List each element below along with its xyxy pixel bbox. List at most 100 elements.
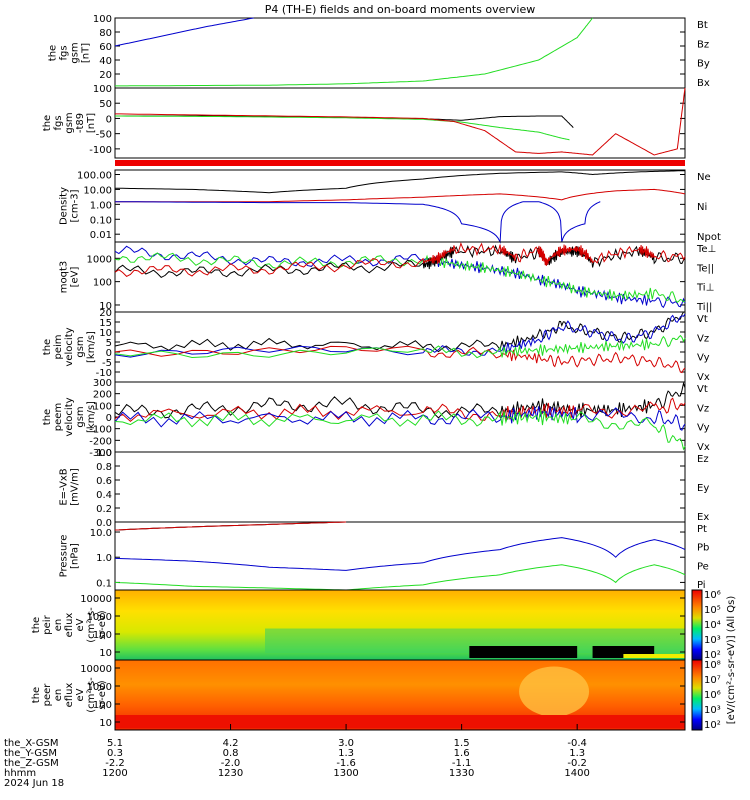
ylabel-line: gsm [75,336,86,357]
series-peim-1 [114,313,686,358]
panel-temp: 1000 100 10 moqt3 [eV] Te⊥ Te|| Ti⊥ Ti|| [59,241,716,313]
y-tick-label: 80 [99,28,112,39]
ylabel-line: en [53,689,64,702]
panel-efield: 1.0 0.8 0.6 0.4 0.2 0.0 E=-VxB [mV/m] Ez Ey Ex [59,448,710,529]
xaxis-row-value: 5.1 [107,738,123,749]
legend-pressure: Pi [697,580,706,591]
panel-pressure: 10.0 1.0 0.1 Pressure [nPa] Pt Pb Pe Pi [59,521,709,591]
xaxis-row-value: 0.3 [107,748,123,759]
y-tick-label: 100 [93,278,112,289]
legend-pressure: Pt [697,524,707,535]
series-peem-3 [114,409,686,451]
fgs_dsl-axes [114,87,686,159]
ylabel-line: [nPa] [70,543,81,569]
legend-peim: Vz [697,333,709,344]
y-tick-label: 10000 [80,664,112,675]
y-tick-label: 60 [99,42,112,53]
ylabel-line: sr-eV) [97,610,108,639]
y-tick-label: 10 [99,301,112,312]
series-peim-0 [114,311,685,353]
xaxis-row-value: 1.3 [338,748,354,759]
legend-temp: Te⊥ [696,244,716,255]
y-tick-label: 10.0 [90,528,112,539]
temp-ylabel: moqt3 [eV] [59,261,81,294]
peem-axes [114,381,686,453]
colorbar-tick: 10⁸ [704,660,721,671]
series-fgs-1 [115,17,593,87]
peir-colorbar [691,589,703,661]
colorbar-tick: 10² [704,720,721,731]
xaxis-row-label: the_Z-GSM [4,758,59,769]
xaxis-row-value: 1300 [333,768,358,779]
ylabel-line: velocity [64,397,75,436]
y-tick-label: 1000 [87,682,112,693]
xaxis-row-value: 1.5 [454,738,470,749]
ylabel-line: E=-VxB [59,468,70,505]
ylabel-line: Density [59,187,70,225]
ylabel-line: Pressure [59,535,70,578]
series-fgs_dsl-1 [115,115,570,141]
xaxis-row-value: -2.0 [221,758,241,769]
ylabel-line: fgs [53,115,64,130]
series-temp-2 [114,244,686,279]
y-tick-label: 0 [106,114,112,125]
legend-pressure: Pe [697,561,709,572]
y-tick-label: 100.00 [77,170,112,181]
ylabel-line: velocity [64,327,75,366]
y-tick-label: 5 [106,338,112,349]
peem-ylabel: the peem velocity gsm [km/s] [42,397,97,436]
legend-efield: Ez [697,454,709,465]
ylabel-line: eflux [64,613,75,638]
series-peim-2 [114,345,686,374]
fgs-ylabel: the fgs gsm [nT] [48,42,92,63]
y-tick-label: -300 [89,448,112,459]
ylabel-line: the [31,687,42,703]
xaxis-row-label: hhmm [4,768,36,779]
pressure-ylabel: Pressure [nPa] [59,535,81,578]
y-tick-label: 100 [93,14,112,25]
series-pressure-1 [114,521,347,531]
series-peem-1 [114,397,686,422]
y-tick-label: -50 [96,130,112,141]
y-tick-label: 1000 [87,254,112,265]
ylabel-line: the [42,339,53,355]
peer-low-band [115,715,685,728]
temp-axes [114,241,686,313]
series-peim-3 [114,334,686,359]
y-tick-label: 0.8 [96,462,112,473]
colorbar-tick: 10⁴ [704,620,721,631]
legend-fgs: Bt [697,20,708,31]
ylabel-line: sr-eV) [97,680,108,709]
series-temp-0 [114,245,686,309]
legend-temp: Ti⊥ [696,283,714,294]
xaxis-row-value: -1.6 [336,758,356,769]
peer-bright-blob [519,666,590,717]
xaxis-row-value: 1400 [564,768,589,779]
peir-gap-1 [469,646,578,658]
xaxis-row-value: -0.2 [567,758,587,769]
series-fgs_dsl-2 [115,87,686,156]
y-tick-label: 15 [99,318,112,329]
y-tick-label: 100 [93,630,112,641]
series-density-2 [114,201,601,244]
pressure-axes [114,521,686,591]
y-tick-label: 20 [99,70,112,81]
legend-fgs: By [697,59,710,70]
y-tick-label: 0.6 [96,476,112,487]
y-tick-label: 0.1 [96,578,112,589]
xaxis-row-label: the_X-GSM [4,738,58,749]
ylabel-line: the [42,409,53,425]
y-tick-label: 10 [99,648,112,659]
legend-density: Npot [697,232,721,243]
ylabel-line: [eV] [70,267,81,288]
density-ylabel: Density [cm-3] [59,187,81,225]
colorbar-tick: 10³ [704,705,721,716]
ylabel-line: peem [53,403,64,431]
legend-peim: Vx [697,372,710,383]
colorbar-tick: 10² [704,650,721,661]
y-tick-label: -100 [89,145,112,156]
series-pressure-2 [114,537,686,571]
ylabel-line: [cm-3] [70,189,81,222]
